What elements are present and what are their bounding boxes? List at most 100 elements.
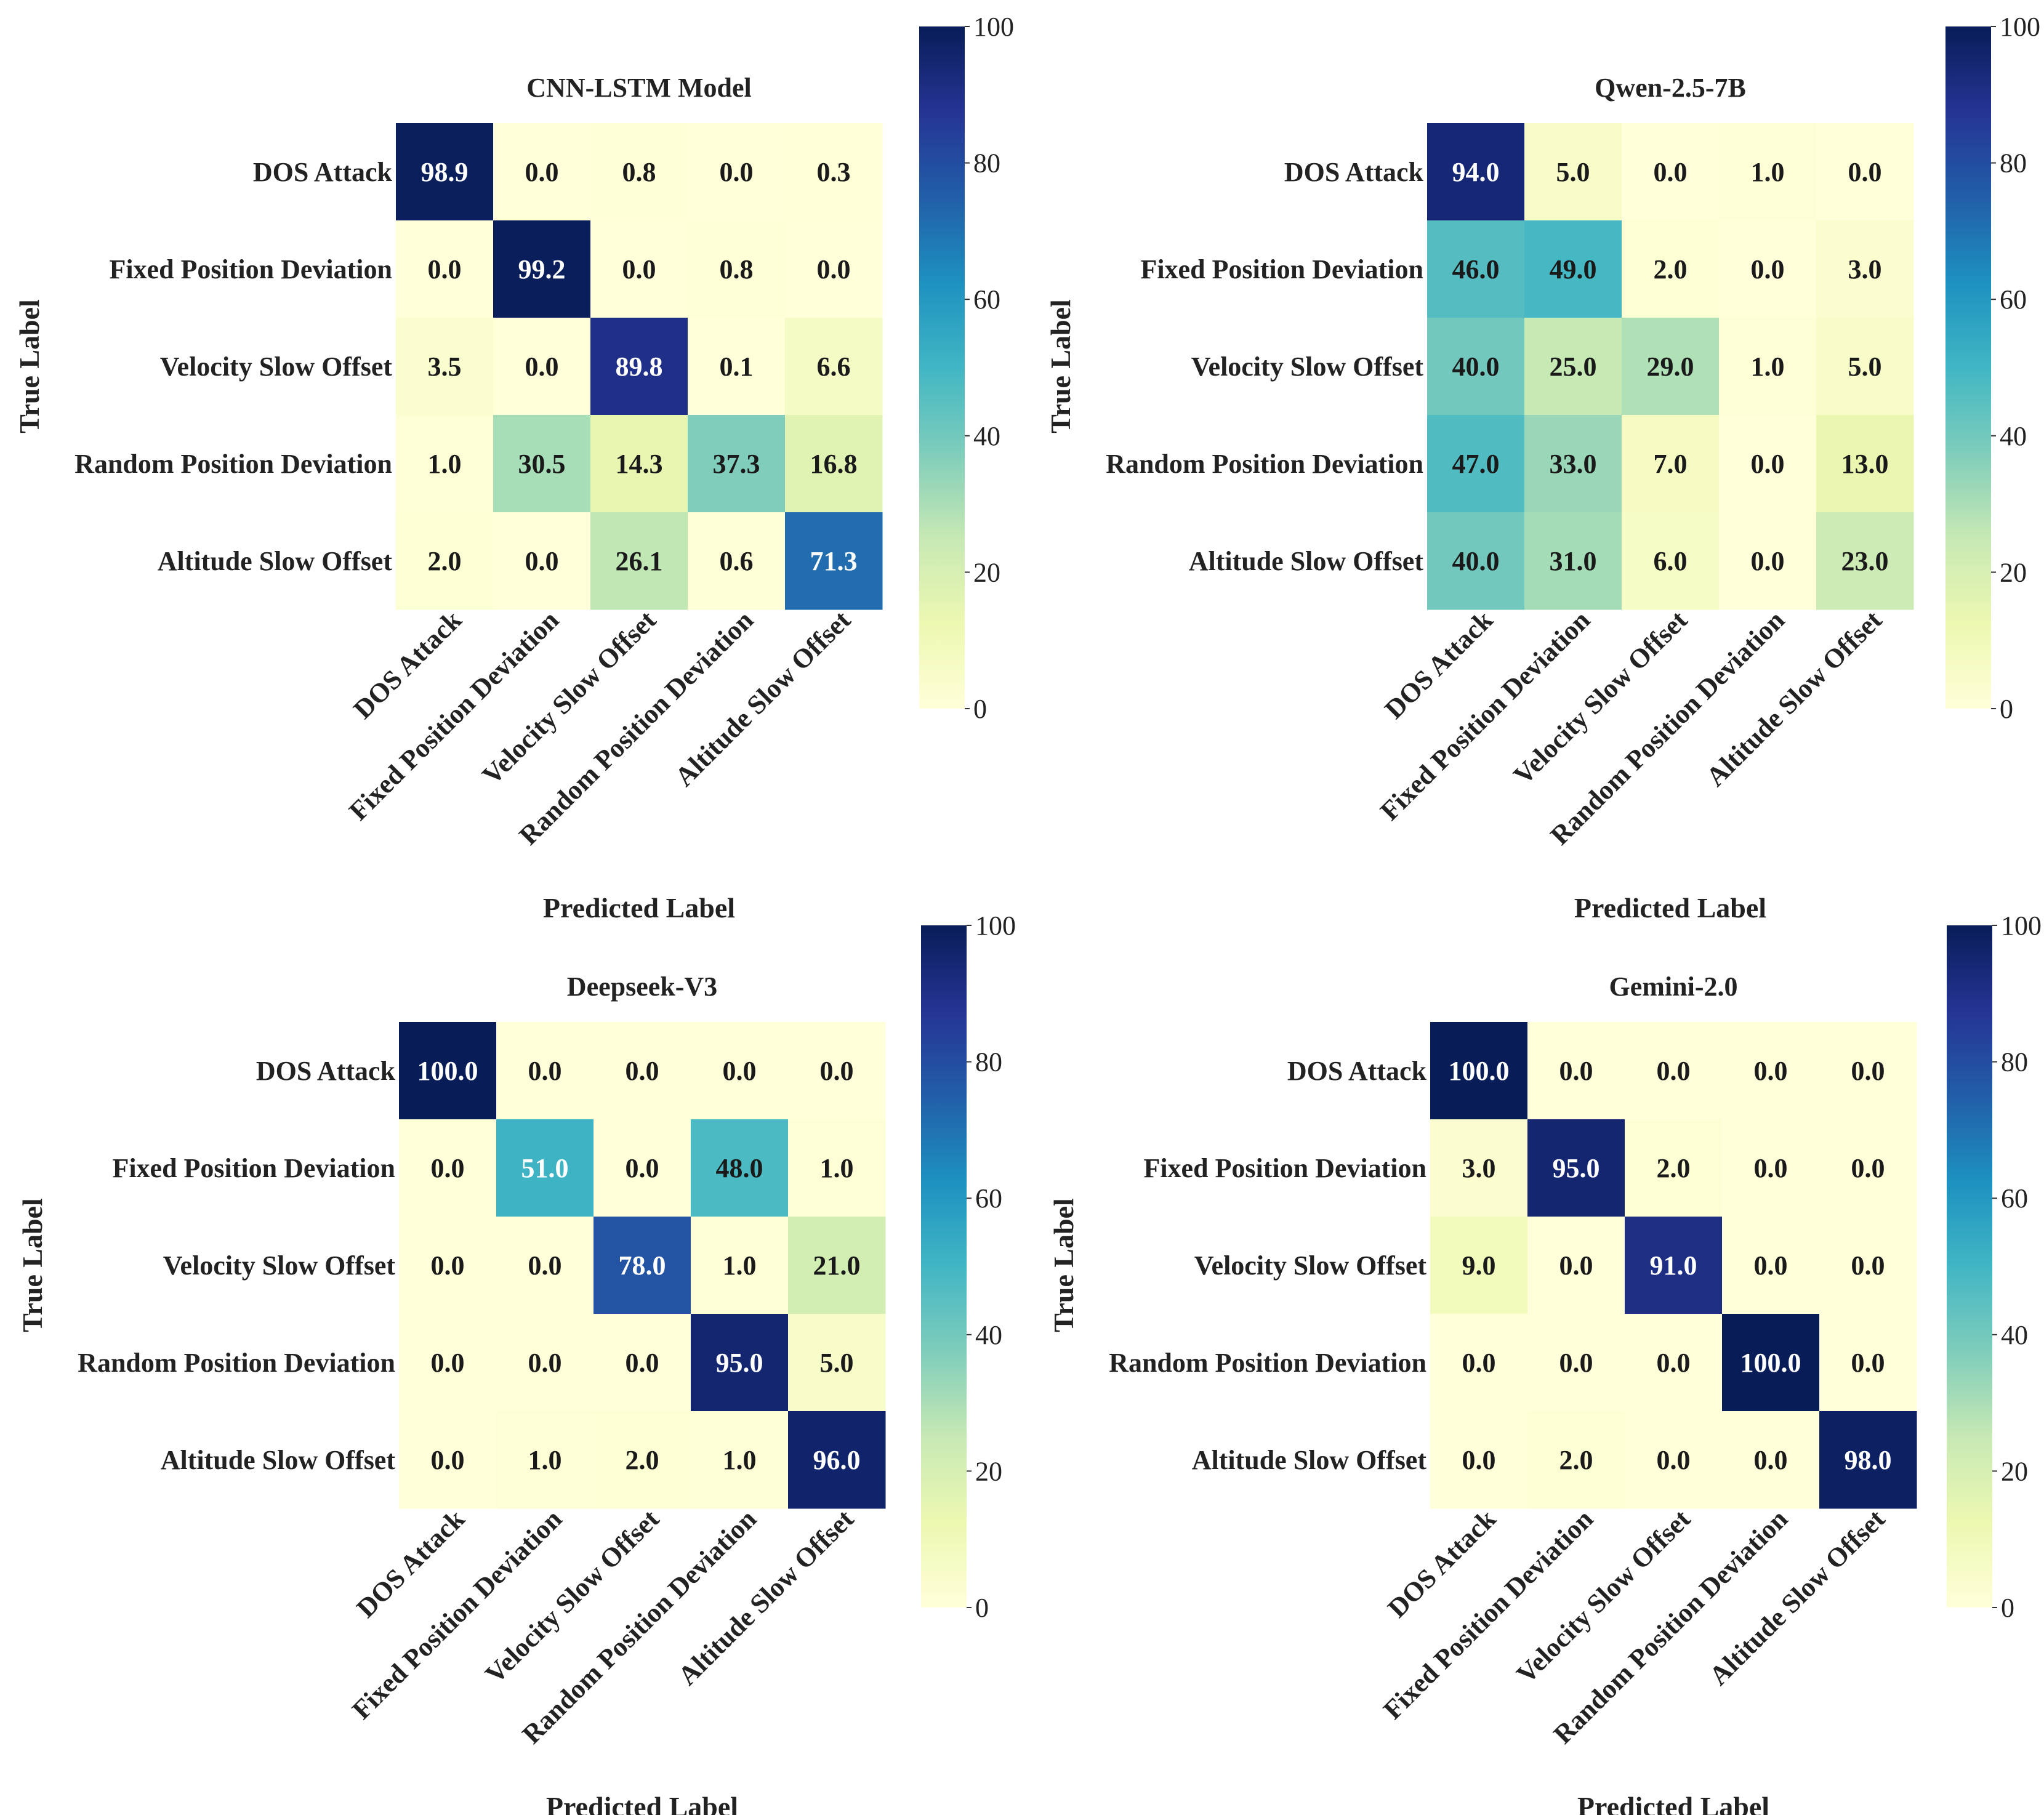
heatmap-cell-r2-c3 bbox=[1722, 1217, 1820, 1314]
heatmap-cell-r3-c2 bbox=[590, 415, 688, 513]
colorbar-gradient-bar bbox=[921, 925, 967, 1608]
cell-value-label: 100.0 bbox=[1740, 1348, 1801, 1378]
cell-value-label: 95.0 bbox=[1553, 1153, 1600, 1183]
cell-value-label: 2.0 bbox=[1654, 254, 1688, 284]
y-tick-label-altitude-slow-offset: Altitude Slow Offset bbox=[158, 546, 393, 576]
cell-value-label: 0.0 bbox=[1559, 1056, 1593, 1086]
colorbar-tick-label: 80 bbox=[975, 1047, 1002, 1077]
cell-value-label: 0.0 bbox=[528, 1056, 562, 1086]
heatmap-cell-r0-c4 bbox=[1819, 1022, 1917, 1120]
heatmap-panel-cnn-lstm-model: CNN-LSTM Model 98.9 0.0 0.8 0.0 0.3 0.0 99.2 0.0… bbox=[14, 12, 1014, 924]
colorbar-tick-label: 20 bbox=[2000, 557, 2027, 587]
cell-value-label: 51.0 bbox=[521, 1153, 569, 1183]
heatmap-cell-r0-c0 bbox=[1427, 123, 1525, 221]
y-axis-label: True Label bbox=[1048, 1198, 1079, 1332]
heatmap-cell-r1-c1 bbox=[1527, 1119, 1625, 1217]
panel-title: CNN-LSTM Model bbox=[526, 73, 751, 103]
cell-value-label: 96.0 bbox=[813, 1445, 861, 1475]
heatmap-cell-r4-c3 bbox=[691, 1411, 789, 1509]
heatmap-cell-r1-c2 bbox=[593, 1119, 691, 1217]
cell-value-label: 5.0 bbox=[820, 1348, 854, 1378]
cell-value-label: 0.0 bbox=[1754, 1445, 1788, 1475]
y-tick-label-altitude-slow-offset: Altitude Slow Offset bbox=[161, 1445, 396, 1475]
heatmap-cell-r0-c1 bbox=[1527, 1022, 1625, 1120]
cell-value-label: 5.0 bbox=[1556, 157, 1590, 187]
heatmap-cell-r2-c4 bbox=[1816, 318, 1914, 416]
colorbar-tick-label: 40 bbox=[973, 421, 1000, 451]
heatmap-cell-r1-c3 bbox=[1719, 220, 1817, 318]
heatmap-cell-r4-c1 bbox=[496, 1411, 594, 1509]
heatmap-cell-r3-c4 bbox=[785, 415, 883, 513]
cell-value-label: 0.0 bbox=[525, 546, 559, 576]
heatmap-cell-r4-c3 bbox=[1722, 1411, 1820, 1509]
heatmap-cell-r0-c4 bbox=[785, 123, 883, 221]
x-axis-label: Predicted Label bbox=[546, 1791, 738, 1815]
x-axis-label: Predicted Label bbox=[543, 892, 735, 924]
cell-value-label: 2.0 bbox=[428, 546, 462, 576]
heatmap-panel-qwen-2-5-7b: Qwen-2.5-7B 94.0 5.0 0.0 1.0 0.0 46.0 49.0 2.0 0.… bbox=[1045, 12, 2040, 924]
cell-value-label: 0.0 bbox=[723, 1056, 757, 1086]
colorbar-tick-label: 80 bbox=[2001, 1047, 2028, 1077]
y-tick-label-dos-attack: DOS Attack bbox=[1284, 157, 1424, 187]
y-tick-label-fixed-position-deviation: Fixed Position Deviation bbox=[112, 1153, 395, 1183]
heatmap-cell-r2-c2 bbox=[593, 1217, 691, 1314]
heatmap-cell-r2-c3 bbox=[691, 1217, 789, 1314]
colorbar-tick-label: 60 bbox=[973, 284, 1000, 315]
x-tick-label-velocity-slow-offset: Velocity Slow Offset bbox=[1511, 1503, 1697, 1689]
heatmap-cell-r1-c4 bbox=[1819, 1119, 1917, 1217]
heatmap-cell-r4-c3 bbox=[688, 512, 786, 610]
cell-value-label: 49.0 bbox=[1550, 254, 1597, 284]
heatmap-cell-r3-c3 bbox=[1719, 415, 1817, 513]
cell-value-label: 13.0 bbox=[1841, 449, 1889, 479]
heatmap-cell-r3-c3 bbox=[688, 415, 786, 513]
heatmap-cell-r2-c3 bbox=[688, 318, 786, 416]
cell-value-label: 0.0 bbox=[626, 1153, 659, 1183]
cell-value-label: 0.0 bbox=[1559, 1348, 1593, 1378]
heatmap-cell-r0-c4 bbox=[1816, 123, 1914, 221]
heatmap-cell-r2-c2 bbox=[1622, 318, 1720, 416]
heatmap-cell-r2-c4 bbox=[788, 1217, 886, 1314]
x-axis-label: Predicted Label bbox=[1574, 892, 1766, 924]
cell-value-label: 26.1 bbox=[616, 546, 663, 576]
cell-value-label: 0.0 bbox=[431, 1153, 465, 1183]
cell-value-label: 0.0 bbox=[1754, 1153, 1788, 1183]
cell-value-label: 100.0 bbox=[1449, 1056, 1510, 1086]
cell-value-label: 3.5 bbox=[428, 352, 462, 382]
heatmap-cell-r3-c0 bbox=[399, 1314, 497, 1412]
heatmap-cell-r0-c1 bbox=[496, 1022, 594, 1120]
panel-title: Qwen-2.5-7B bbox=[1595, 73, 1746, 103]
cell-value-label: 7.0 bbox=[1654, 449, 1688, 479]
cell-value-label: 0.0 bbox=[528, 1250, 562, 1281]
cell-value-label: 0.8 bbox=[622, 157, 656, 187]
colorbar-tick-label: 0 bbox=[975, 1593, 989, 1623]
cell-value-label: 3.0 bbox=[1462, 1153, 1496, 1183]
cell-value-label: 91.0 bbox=[1650, 1250, 1697, 1281]
heatmap-cell-r2-c4 bbox=[785, 318, 883, 416]
cell-value-label: 0.0 bbox=[1754, 1250, 1788, 1281]
x-axis-label: Predicted Label bbox=[1577, 1791, 1769, 1815]
colorbar-tick-label: 80 bbox=[973, 148, 1000, 179]
cell-value-label: 78.0 bbox=[619, 1250, 666, 1281]
cell-value-label: 0.0 bbox=[1462, 1348, 1496, 1378]
heatmap-cell-r4-c0 bbox=[1430, 1411, 1528, 1509]
cell-value-label: 48.0 bbox=[716, 1153, 763, 1183]
cell-value-label: 0.3 bbox=[817, 157, 851, 187]
cell-value-label: 46.0 bbox=[1452, 254, 1500, 284]
cell-value-label: 14.3 bbox=[616, 449, 663, 479]
y-tick-label-fixed-position-deviation: Fixed Position Deviation bbox=[109, 254, 392, 284]
cell-value-label: 0.0 bbox=[622, 254, 656, 284]
colorbar-tick-label: 20 bbox=[973, 557, 1000, 587]
y-tick-label-random-position-deviation: Random Position Deviation bbox=[1109, 1348, 1426, 1378]
colorbar: 0 20 40 60 80 100 bbox=[919, 12, 1014, 724]
heatmap-cell-r2-c2 bbox=[1625, 1217, 1723, 1314]
heatmap-cell-r0-c2 bbox=[1625, 1022, 1723, 1120]
heatmap-cells: 98.9 0.0 0.8 0.0 0.3 0.0 99.2 0.0 0.8 0.0 3.5 0.0 89… bbox=[396, 123, 883, 610]
cell-value-label: 16.8 bbox=[810, 449, 858, 479]
heatmap-cell-r1-c1 bbox=[496, 1119, 594, 1217]
cell-value-label: 0.0 bbox=[1462, 1445, 1496, 1475]
cell-value-label: 0.0 bbox=[626, 1056, 659, 1086]
colorbar-tick-label: 100 bbox=[2000, 12, 2040, 42]
x-tick-label-altitude-slow-offset: Altitude Slow Offset bbox=[669, 605, 857, 792]
heatmap-cell-r0-c0 bbox=[396, 123, 494, 221]
heatmap-cell-r3-c3 bbox=[691, 1314, 789, 1412]
